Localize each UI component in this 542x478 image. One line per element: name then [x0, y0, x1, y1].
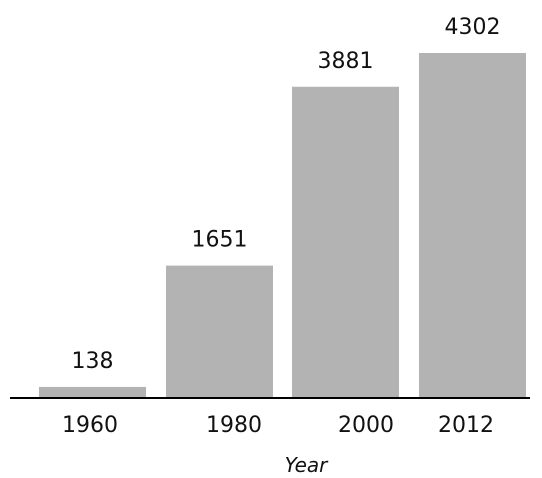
bar-1960: [39, 386, 146, 398]
x-axis-title: Year: [285, 453, 330, 477]
bars-layer: [39, 53, 526, 398]
x-tick-label-1980: 1980: [206, 413, 262, 438]
x-tick-label-1960: 1960: [62, 413, 118, 438]
x-tick-label-2012: 2012: [438, 413, 494, 438]
x-tick-label-2000: 2000: [338, 413, 394, 438]
data-label-1980: 1651: [192, 228, 248, 253]
bar-2000: [292, 86, 399, 398]
bar-1980: [166, 265, 273, 398]
x-tick-labels-layer: 1960 1980 2000 2012: [62, 413, 494, 438]
data-label-1960: 138: [72, 349, 114, 374]
data-label-2012: 4302: [445, 15, 501, 40]
bar-2012: [419, 53, 526, 398]
data-labels-layer: 138 1651 3881 4302: [72, 15, 501, 374]
data-label-2000: 3881: [318, 49, 374, 74]
